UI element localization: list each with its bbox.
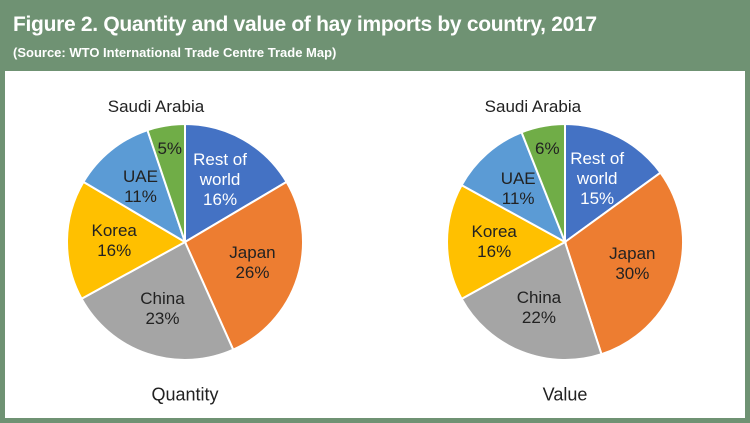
pie-slice [146,122,186,243]
pie-slice [563,171,684,356]
category-label: UAE [500,168,536,188]
slice-label: Korea 16% [76,221,152,261]
slice-label: China 23% [124,289,200,329]
category-label: Saudi Arabia [484,97,582,116]
category-label: Korea [471,222,517,241]
category-label: Japan [229,243,276,263]
pie-slice [564,122,662,244]
category-label: Rest of world [193,150,247,190]
header: Figure 2. Quantity and value of hay impo… [5,5,745,74]
value-label: 16% [477,242,512,261]
category-label: Korea [91,220,137,240]
pie-slice [460,240,603,361]
value-label: 23% [145,309,180,329]
pie-slice [82,128,187,245]
pie-slice [446,183,568,301]
slice-label: Japan 26% [214,243,290,283]
charts [66,122,684,361]
value-label: 11% [124,186,157,206]
slice-label: Japan 30% [594,244,670,284]
slice-label: UAE 11% [102,167,178,207]
category-label: China [140,289,185,309]
value-label: 16% [97,240,132,260]
subtitle: (Source: WTO International Trade Centre … [13,45,337,60]
pie-slice [66,180,188,301]
category-label: Saudi Arabia [107,97,205,116]
slice-label: Korea 16% [456,222,532,262]
category-label: Japan [609,243,656,263]
slice-label: UAE 11% [480,169,556,209]
value-label: 30% [615,263,650,283]
title: Figure 2. Quantity and value of hay impo… [13,13,597,36]
category-label: China [516,287,562,307]
value-label: 16% [203,190,238,210]
value-label: 5% [157,138,183,158]
pie-caption: Quantity [151,384,219,405]
pie-slice [520,122,566,243]
slice-label: China 22% [501,288,577,328]
value-label: 11% [501,188,535,208]
slice-label: Rest of world 15% [559,149,635,209]
panel: Figure 2. Quantity and value of hay impo… [5,5,745,418]
value-label: 15% [580,188,615,208]
slice-label: Rest of world 16% [182,150,258,210]
pie-slice [184,122,288,244]
pie-slice [460,130,567,245]
value-label: 22% [521,307,556,327]
value-label: 6% [535,139,560,159]
pie-caption: Value [542,384,588,405]
category-label: Rest of world [570,148,625,188]
value-label: 26% [235,263,270,283]
category-label: UAE [122,166,158,186]
pie-slice [80,240,235,361]
